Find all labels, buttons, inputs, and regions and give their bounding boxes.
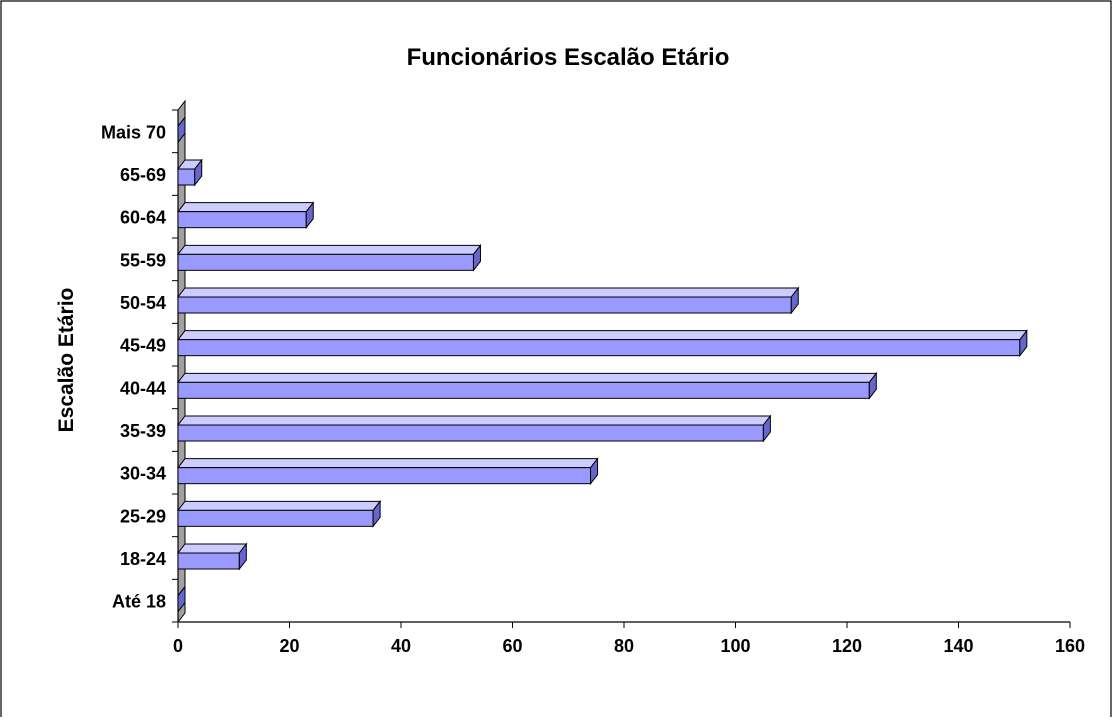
plot-area: 0 20 40 60 80 100 120 140 160 Até 18 18-24 25-29 30-…	[101, 99, 1085, 656]
bar	[176, 371, 878, 400]
x-tick-label: 20	[279, 636, 299, 656]
y-tick-label: 60-64	[120, 208, 166, 228]
x-tick-label: 80	[614, 636, 634, 656]
y-axis-label: Escalão Etário	[55, 288, 78, 433]
y-tick-label: 18-24	[120, 549, 166, 569]
x-tick-label: 120	[832, 636, 862, 656]
x-tick-label: 0	[173, 636, 183, 656]
y-tick-label: Até 18	[112, 592, 166, 612]
bar	[176, 414, 772, 443]
y-tick-label: 55-59	[120, 250, 166, 270]
y-tick-label: 30-34	[120, 464, 166, 484]
bar	[176, 201, 315, 230]
x-tick-label: 40	[391, 636, 411, 656]
bar	[176, 329, 1028, 358]
x-tick-label: 60	[502, 636, 522, 656]
y-tick-label: 65-69	[120, 165, 166, 185]
bar	[176, 243, 482, 272]
y-tick-label: Mais 70	[101, 122, 166, 142]
x-tick-label: 140	[943, 636, 973, 656]
x-tick-label: 160	[1055, 636, 1085, 656]
chart-title: Funcionários Escalão Etário	[407, 44, 730, 71]
bar	[177, 585, 186, 614]
bar	[176, 457, 599, 486]
y-tick-label: 35-39	[120, 421, 166, 441]
bar	[176, 286, 800, 315]
bar	[176, 158, 203, 187]
bar	[176, 499, 382, 528]
bar	[176, 542, 248, 571]
bar	[177, 115, 186, 144]
x-tick-label: 100	[720, 636, 750, 656]
y-tick-label: 50-54	[120, 293, 166, 313]
y-tick-label: 25-29	[120, 506, 166, 526]
y-tick-label: 40-44	[120, 378, 166, 398]
y-tick-label: 45-49	[120, 336, 166, 356]
